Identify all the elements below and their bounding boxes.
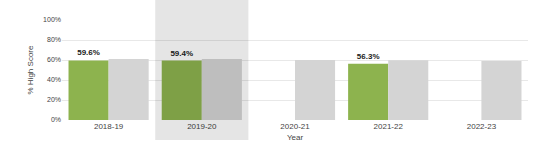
svg-text:56.3%: 56.3% bbox=[357, 52, 380, 61]
svg-text:2020-21: 2020-21 bbox=[280, 122, 310, 131]
svg-text:2018-19: 2018-19 bbox=[94, 122, 124, 131]
svg-text:2019-20: 2019-20 bbox=[187, 122, 217, 131]
svg-text:20%: 20% bbox=[47, 96, 61, 103]
svg-text:59.4%: 59.4% bbox=[170, 49, 193, 58]
svg-text:100%: 100% bbox=[43, 16, 61, 23]
svg-text:0%: 0% bbox=[51, 116, 61, 123]
svg-text:60%: 60% bbox=[47, 56, 61, 63]
svg-text:Year: Year bbox=[287, 133, 304, 142]
svg-text:80%: 80% bbox=[47, 36, 61, 43]
svg-text:2021-22: 2021-22 bbox=[374, 122, 404, 131]
svg-text:% High Score: % High Score bbox=[26, 45, 35, 94]
svg-text:59.6%: 59.6% bbox=[77, 48, 100, 57]
svg-text:2022-23: 2022-23 bbox=[467, 122, 497, 131]
svg-text:40%: 40% bbox=[47, 76, 61, 83]
